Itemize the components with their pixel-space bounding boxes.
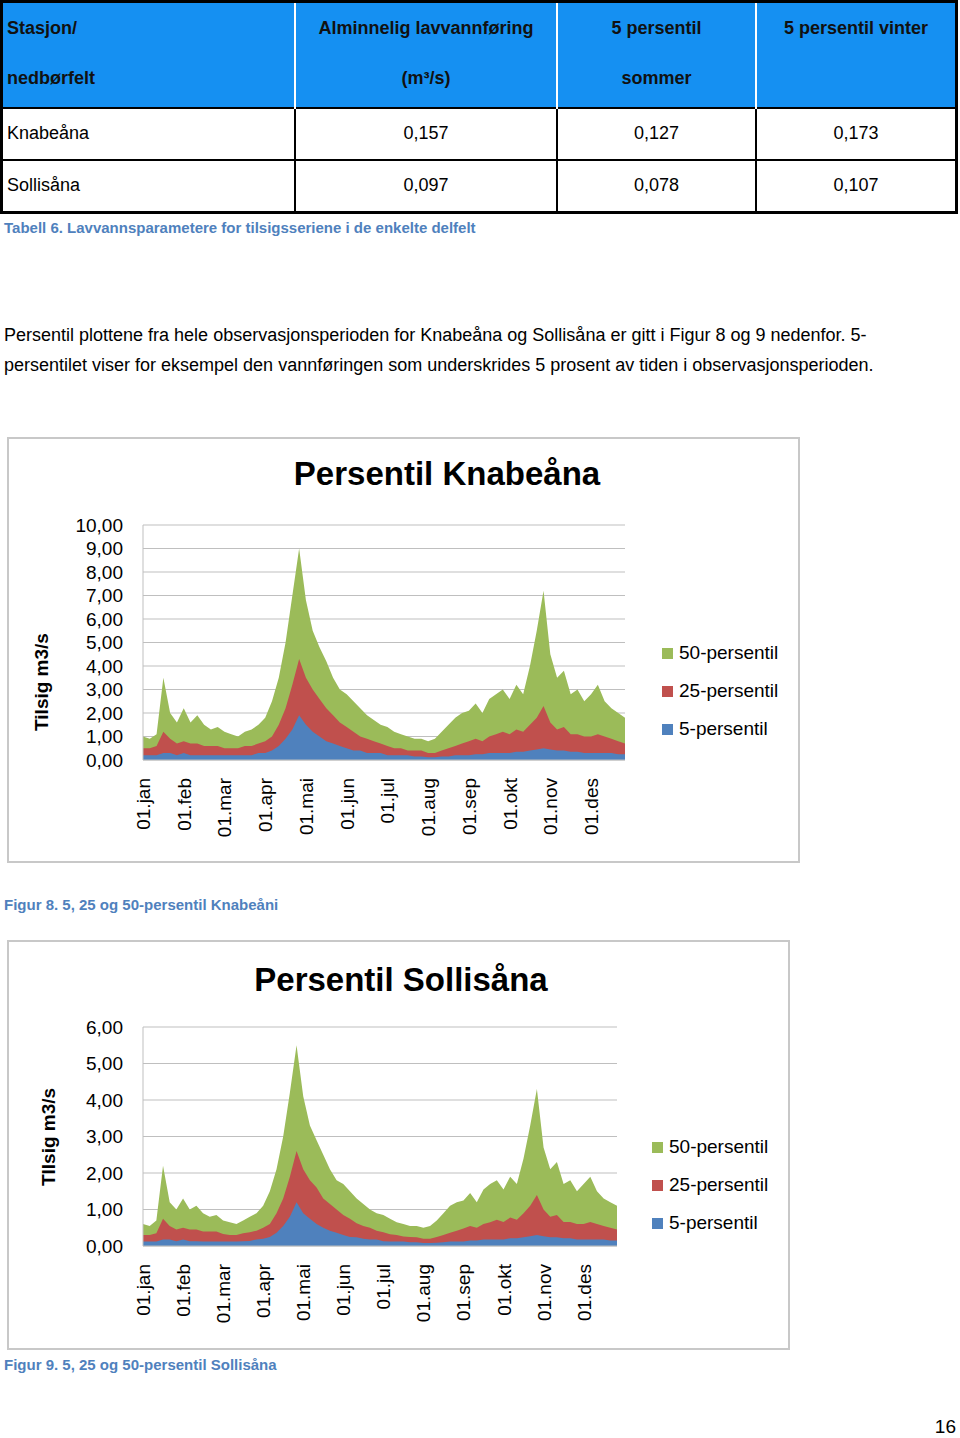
svg-text:2,00: 2,00 [86, 1163, 123, 1184]
svg-text:01.nov: 01.nov [534, 1264, 555, 1322]
html-text:Persentil Knabeåna: Persentil Knabeåna [293, 455, 601, 492]
svg-text:2,00: 2,00 [86, 703, 123, 724]
html-text:25-persentil: 25-persentil [669, 1174, 769, 1195]
svg-text:01.jan: 01.jan [133, 1264, 154, 1316]
svg-text:01.des: 01.des [574, 1264, 595, 1321]
html-text:0,097: 0,097 [403, 175, 449, 195]
html-text:5 persentil: 5 persentil [611, 18, 702, 38]
svg-text:7,00: 7,00 [86, 585, 123, 606]
svg-text:01.mai: 01.mai [293, 1264, 314, 1321]
svg-text:01.jun: 01.jun [337, 778, 358, 830]
html-text:TIlsig m3/s: TIlsig m3/s [38, 1087, 59, 1187]
html-text:0,107: 0,107 [833, 175, 879, 195]
html-text:Stasjon/: Stasjon/ [7, 18, 77, 38]
svg-text:01.mar: 01.mar [214, 777, 235, 837]
svg-text:6,00: 6,00 [86, 1017, 123, 1038]
svg-text:01.feb: 01.feb [173, 1264, 194, 1317]
svg-text:01.okt: 01.okt [494, 1263, 515, 1315]
svg-text:5,00: 5,00 [86, 632, 123, 653]
svg-text:01.jun: 01.jun [333, 1264, 354, 1316]
svg-text:10,00: 10,00 [75, 515, 123, 536]
html-text:nedbørfelt: nedbørfelt [7, 68, 95, 88]
svg-text:01.sep: 01.sep [459, 778, 480, 835]
svg-text:4,00: 4,00 [86, 1090, 123, 1111]
html-text:50-persentil: 50-persentil [679, 642, 779, 663]
html-text:Persentil plottene fra hele ob: Persentil plottene fra hele observasjons… [4, 325, 874, 375]
svg-text:01.jul: 01.jul [377, 778, 398, 823]
svg-text:01.nov: 01.nov [540, 778, 561, 836]
html-text:Persentil Sollisåna: Persentil Sollisåna [254, 961, 548, 998]
html-text:5-persentil: 5-persentil [669, 1212, 758, 1233]
svg-text:01.aug: 01.aug [418, 778, 439, 836]
html-text:5 persentil vinter: 5 persentil vinter [784, 18, 929, 38]
svg-text:01.aug: 01.aug [413, 1264, 434, 1322]
html-text:5-persentil: 5-persentil [679, 718, 768, 739]
html-text:0,157: 0,157 [403, 123, 449, 143]
html-text:0,173: 0,173 [833, 123, 879, 143]
svg-text:6,00: 6,00 [86, 609, 123, 630]
html-text:25-persentil: 25-persentil [679, 680, 779, 701]
html-text:0,078: 0,078 [633, 175, 679, 195]
html-text:Figur 9. 5, 25 og 50-persentil: Figur 9. 5, 25 og 50-persentil Sollisåna [4, 1356, 277, 1373]
html-text:Figur 8. 5, 25 og 50-persentil: Figur 8. 5, 25 og 50-persentil Knabeåni [4, 896, 279, 913]
html-text:Alminnelig lavvannføring: Alminnelig lavvannføring [318, 18, 534, 38]
svg-text:0,00: 0,00 [86, 750, 123, 771]
svg-text:01.sep: 01.sep [453, 1264, 474, 1321]
html-text:Tabell 6. Lavvannsparametere f: Tabell 6. Lavvannsparametere for tilsigs… [4, 219, 476, 236]
html-text:(m³/s): (m³/s) [401, 68, 451, 88]
svg-text:0,00: 0,00 [86, 1236, 123, 1257]
html-text:16: 16 [934, 1416, 956, 1437]
svg-text:9,00: 9,00 [86, 538, 123, 559]
html-text:0,127: 0,127 [633, 123, 679, 143]
svg-text:01.jul: 01.jul [373, 1264, 394, 1309]
html-text:Knabeåna: Knabeåna [7, 123, 90, 143]
svg-text:01.mar: 01.mar [213, 1263, 234, 1323]
svg-text:01.apr: 01.apr [253, 1263, 274, 1318]
html-text:sommer: sommer [621, 68, 692, 88]
svg-text:1,00: 1,00 [86, 726, 123, 747]
svg-text:01.jan: 01.jan [133, 778, 154, 830]
html-text:Sollisåna: Sollisåna [7, 175, 80, 195]
svg-text:3,00: 3,00 [86, 679, 123, 700]
html-text:Tilsig m3/s: Tilsig m3/s [31, 633, 52, 731]
svg-text:01.mai: 01.mai [296, 778, 317, 835]
svg-text:4,00: 4,00 [86, 656, 123, 677]
svg-text:5,00: 5,00 [86, 1053, 123, 1074]
svg-text:01.feb: 01.feb [174, 778, 195, 831]
html-text:50-persentil: 50-persentil [669, 1136, 769, 1157]
svg-text:3,00: 3,00 [86, 1126, 123, 1147]
svg-text:01.des: 01.des [581, 778, 602, 835]
svg-text:1,00: 1,00 [86, 1199, 123, 1220]
svg-text:8,00: 8,00 [86, 562, 123, 583]
svg-text:01.okt: 01.okt [500, 777, 521, 829]
svg-text:01.apr: 01.apr [255, 777, 276, 832]
